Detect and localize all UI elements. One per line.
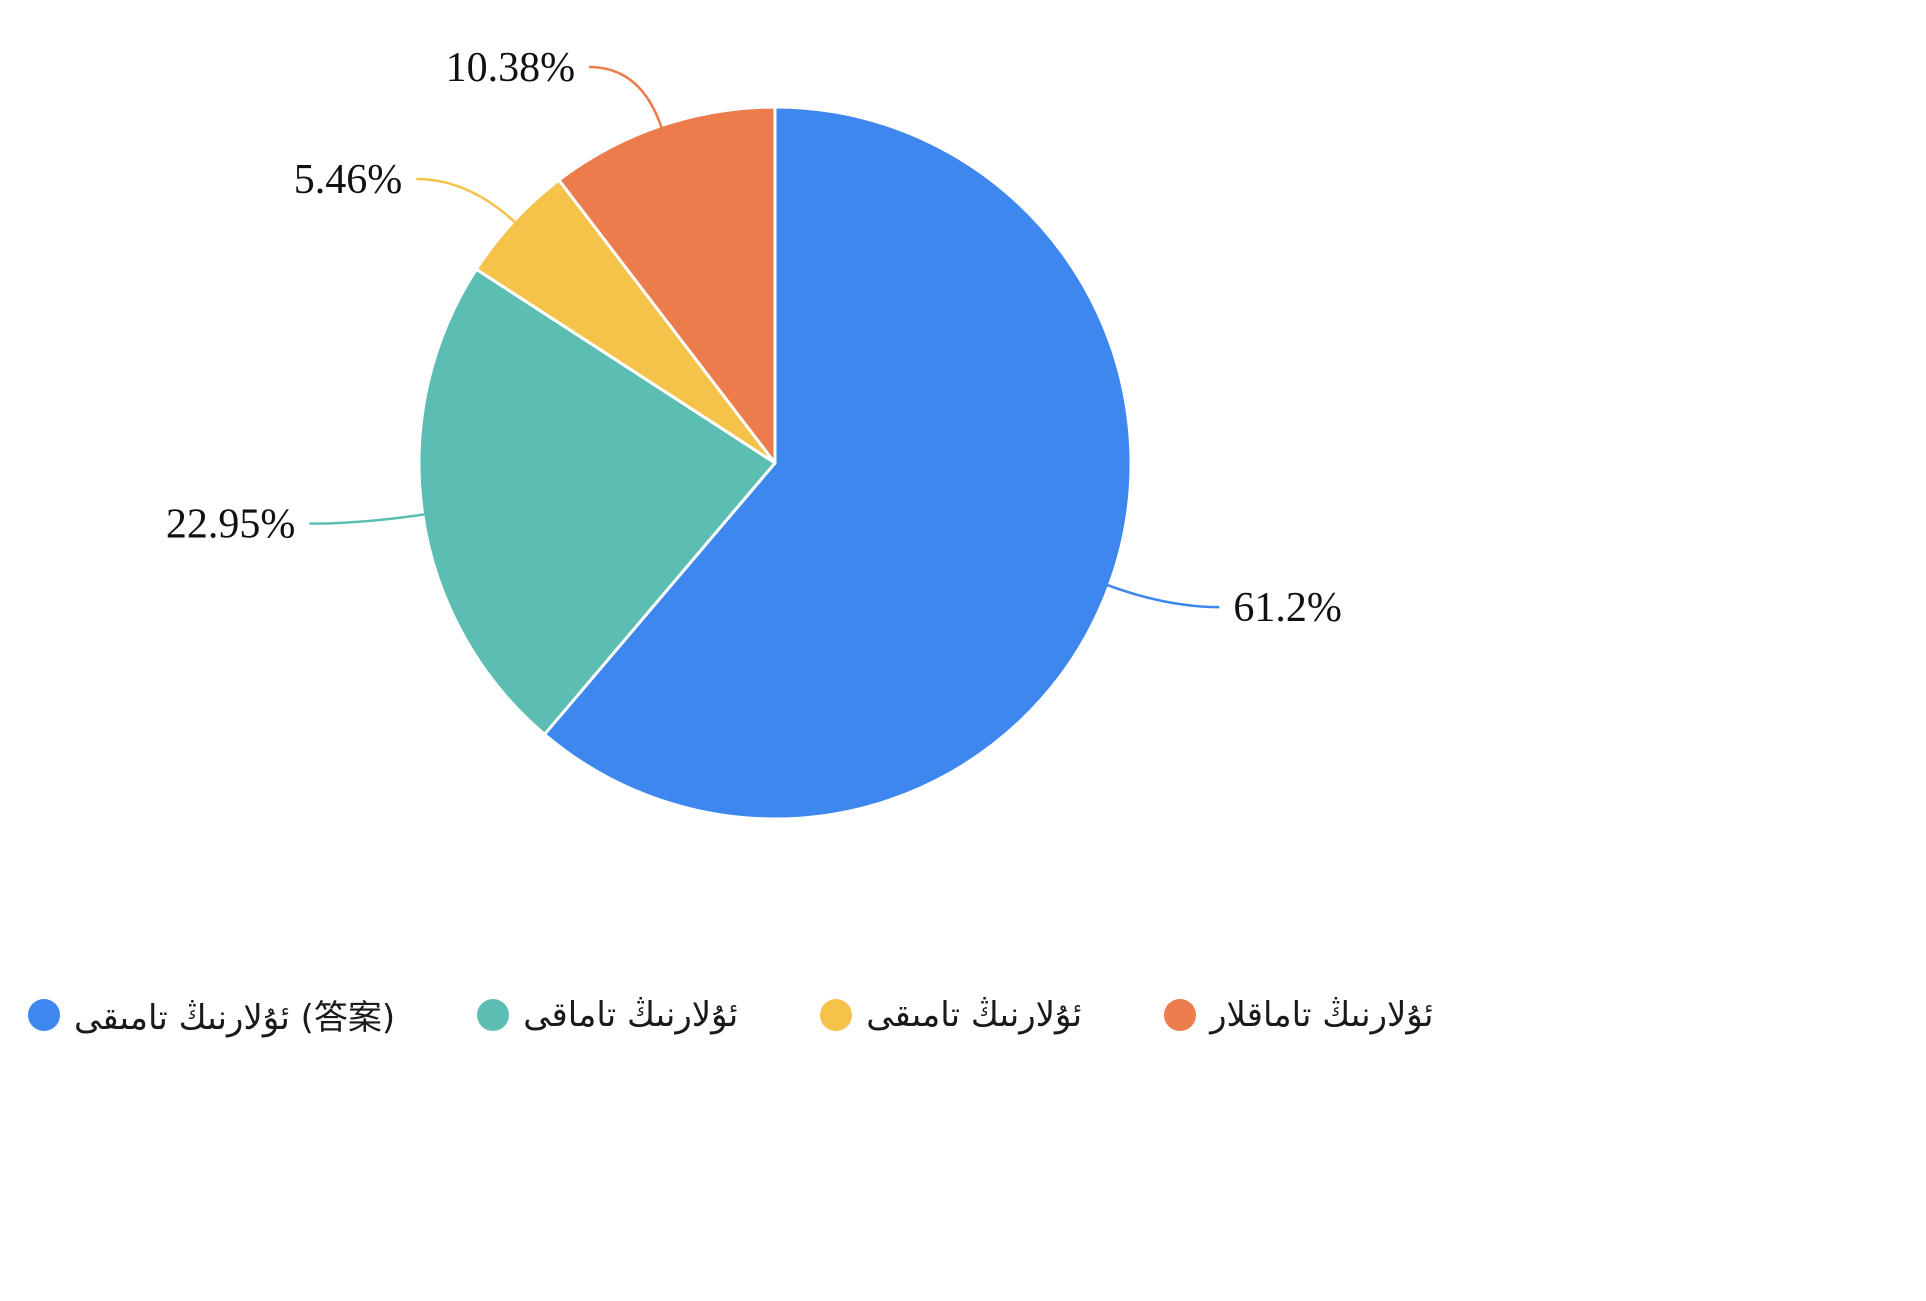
percent-label-2: 5.46% (294, 157, 403, 203)
label-line-0 (1106, 583, 1220, 609)
label-line-1 (309, 513, 425, 525)
legend-label: ئۇلارنىڭ تامىقى (866, 994, 1083, 1035)
legend-swatch (477, 998, 510, 1031)
percent-label-3: 10.38% (446, 45, 576, 91)
legend-item-2[interactable]: ئۇلارنىڭ تامىقى (820, 995, 1082, 1035)
pie-chart: 61.2% 22.95% 5.46% 10.38% (166, 45, 1342, 821)
legend-item-0[interactable]: ئۇلارنىڭ تامىقى (答案) (28, 990, 395, 1039)
legend-item-3[interactable]: ئۇلارنىڭ تاماقلار (1164, 995, 1433, 1035)
label-line-3 (589, 65, 663, 129)
percent-label-0: 61.2% (1233, 585, 1342, 631)
legend: ئۇلارنىڭ تامىقى (答案) ئۇلارنىڭ تاماقى ئۇل… (28, 990, 1898, 1039)
legend-swatch (28, 998, 60, 1031)
legend-label: ئۇلارنىڭ تامىقى (答案) (74, 998, 396, 1038)
label-line-2 (416, 177, 517, 224)
legend-label: ئۇلارنىڭ تاماقلار (1210, 994, 1434, 1035)
legend-label: ئۇلارنىڭ تاماقى (523, 994, 739, 1035)
legend-swatch (820, 998, 853, 1031)
legend-swatch (1164, 998, 1197, 1031)
legend-item-1[interactable]: ئۇلارنىڭ تاماقى (477, 995, 738, 1035)
percent-label-1: 22.95% (166, 502, 296, 548)
